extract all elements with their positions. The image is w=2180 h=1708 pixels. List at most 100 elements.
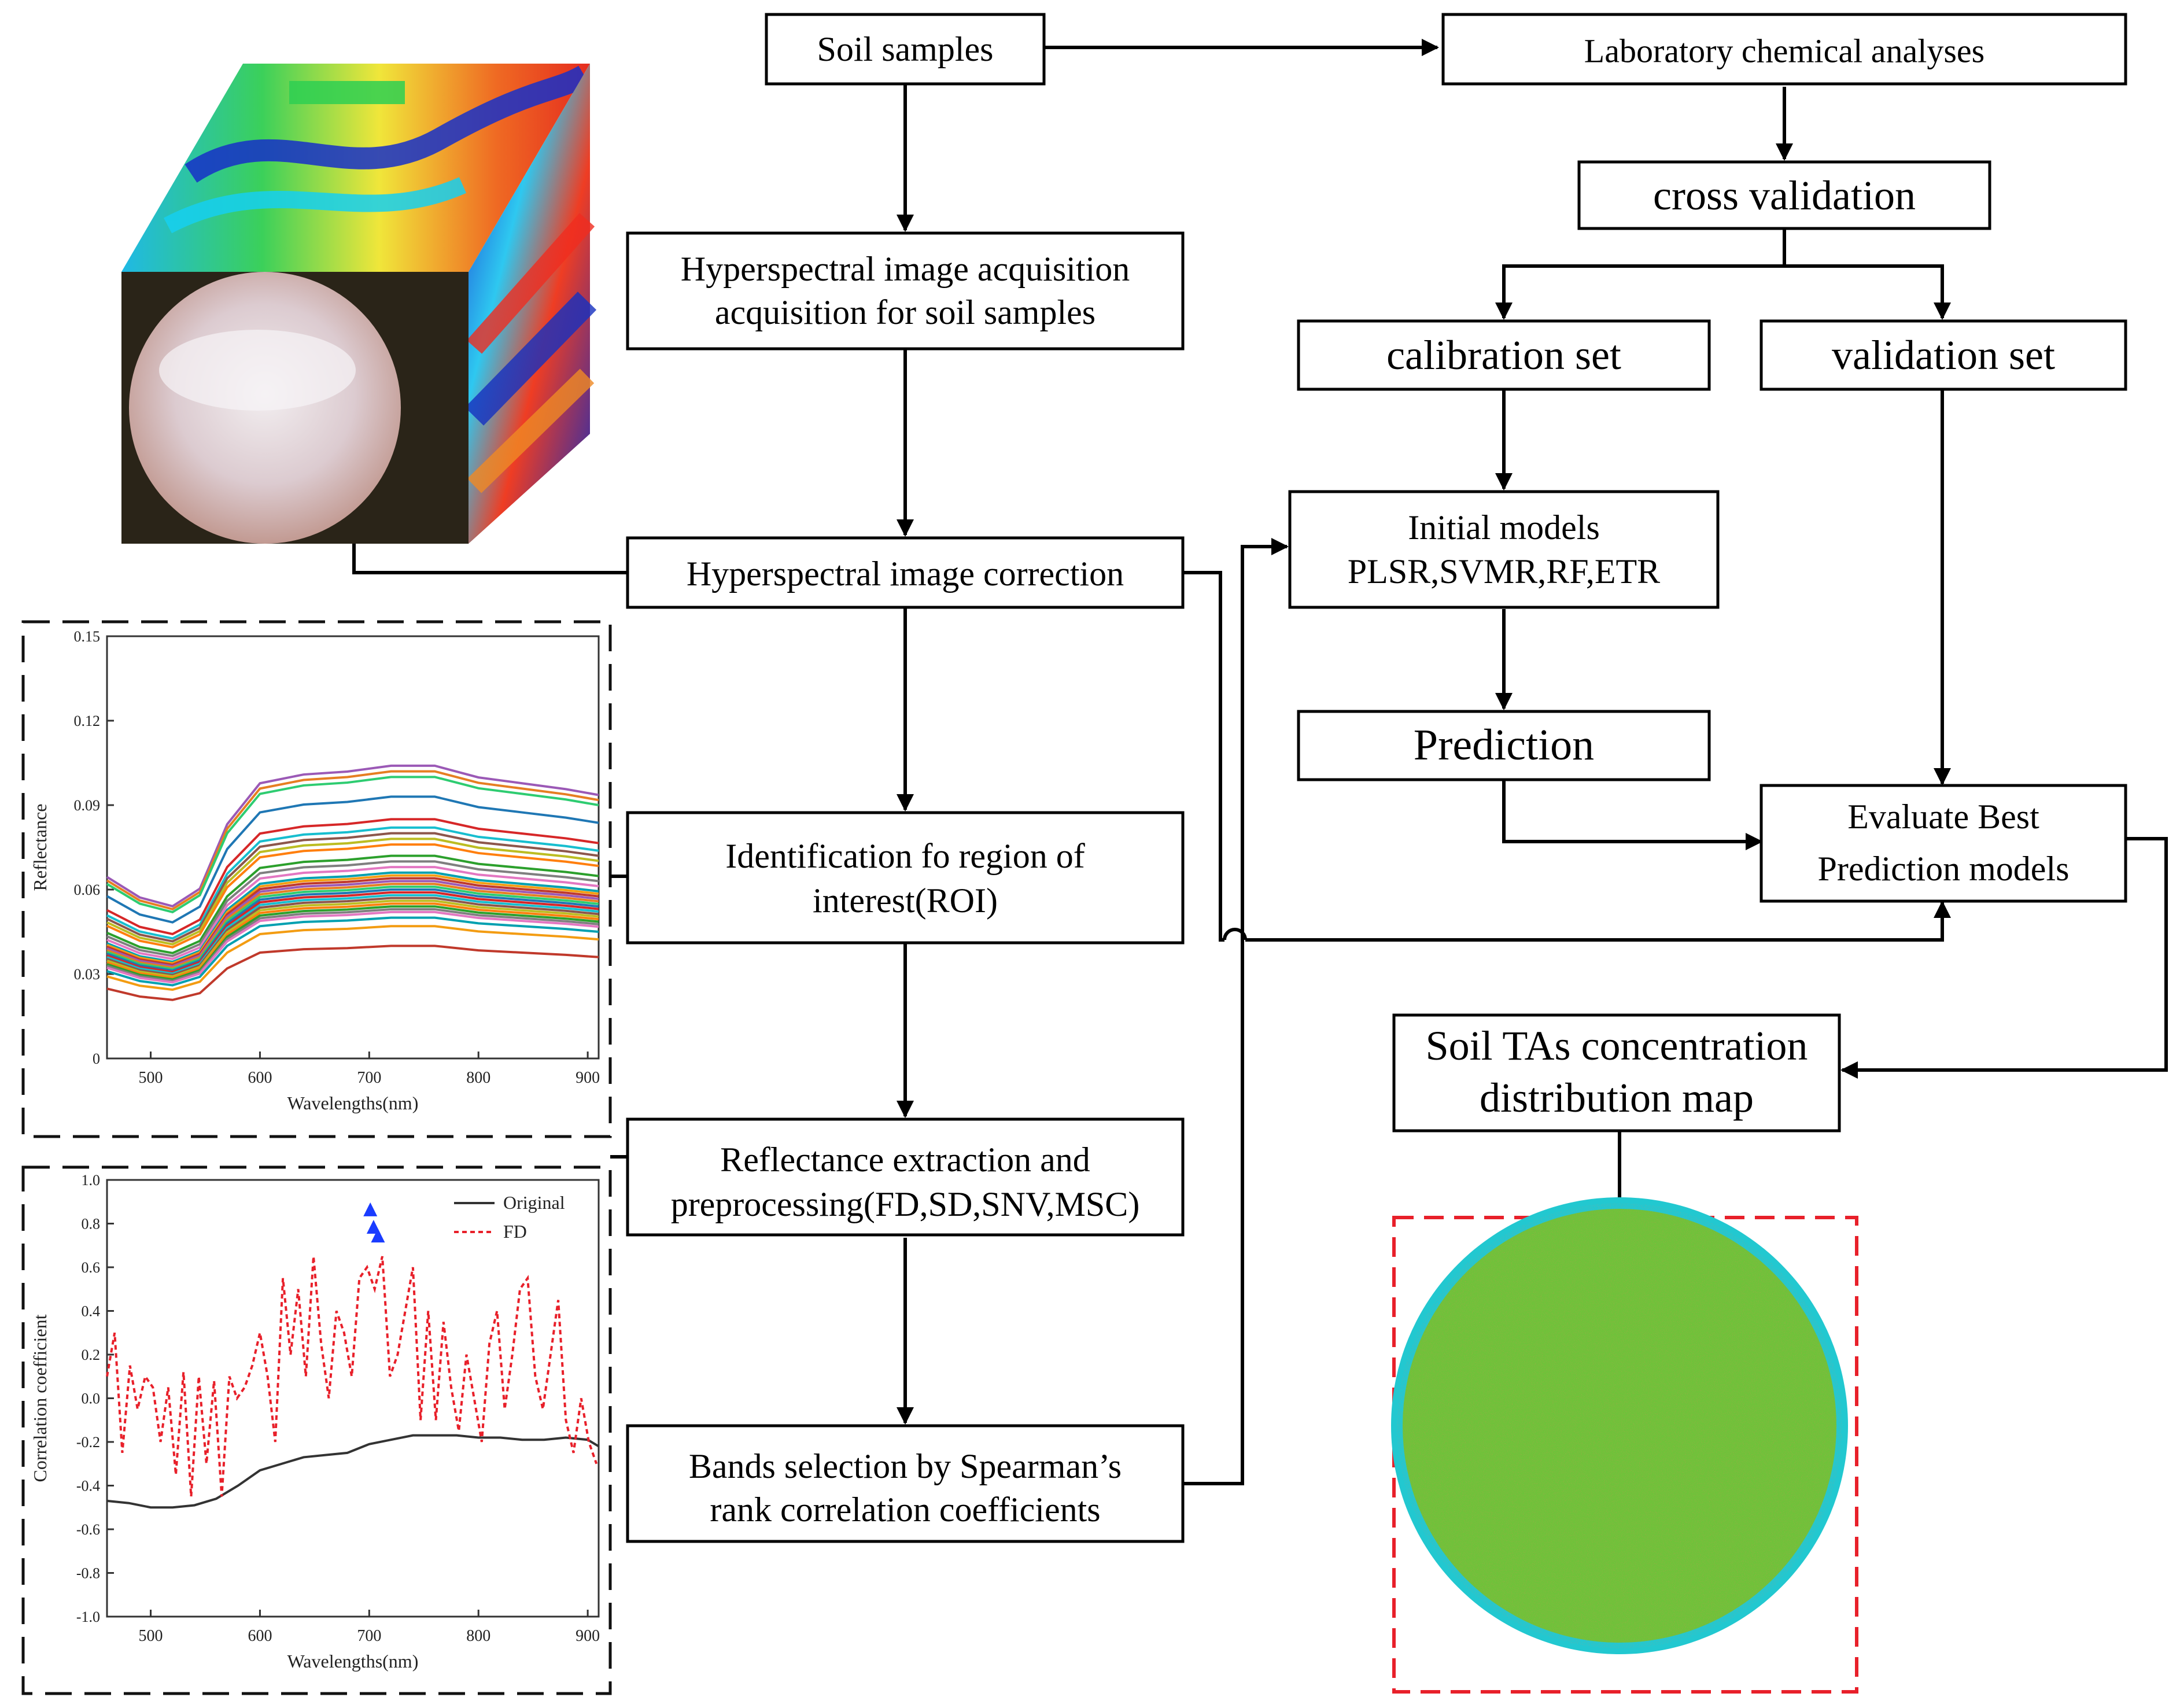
y-tick-label: 0 (93, 1050, 100, 1067)
y-tick-label: 0.4 (82, 1303, 101, 1320)
reflectance-line2: preprocessing(FD,SD,SNV,MSC) (671, 1185, 1140, 1223)
line-cube-to-correction (352, 544, 628, 574)
reflectance-series-line (106, 899, 599, 978)
x-tick-label: 600 (248, 1069, 272, 1087)
prediction-label: Prediction (1414, 721, 1594, 769)
validation-set-label: validation set (1832, 332, 2055, 378)
reflectance-series-line (106, 897, 599, 976)
x-tick-label: 500 (139, 1069, 163, 1087)
map-title-line2: distribution map (1480, 1075, 1754, 1121)
reflectance-series-line (106, 795, 599, 924)
reflectance-series-line (106, 883, 599, 969)
calibration-set-label: calibration set (1386, 332, 1621, 378)
cross-validation-box (1577, 160, 1991, 230)
legend-label: Original (503, 1192, 565, 1213)
bands-line2: rank correlation coefficients (710, 1491, 1100, 1529)
initial-models-line1: Initial models (1408, 508, 1600, 547)
arrow-bands-to-initial (1183, 538, 1289, 1485)
cross-validation-label: cross validation (1653, 172, 1916, 219)
y-tick-label: -0.8 (76, 1565, 100, 1582)
y-tick-label: 0.0 (82, 1390, 101, 1407)
reflectance-series-line (106, 945, 599, 1001)
hsi-correction-label: Hyperspectral image correction (687, 555, 1124, 593)
evaluate-line2: Prediction models (1818, 850, 2070, 888)
prediction-box (1297, 710, 1711, 781)
soil-samples-box (765, 13, 1046, 86)
reflectance-series-line (106, 764, 599, 908)
selected-band-marker (366, 1220, 381, 1234)
reflectance-series-line (106, 866, 599, 960)
y-tick-label: 0.8 (82, 1216, 101, 1233)
bands-box (626, 1424, 1185, 1543)
hsi-acquisition-line2: acquisition for soil samples (715, 293, 1095, 331)
y-tick-label: 0.2 (82, 1347, 101, 1363)
reflectance-series-line (106, 905, 599, 981)
y-axis-label: Reflectance (29, 804, 50, 891)
reflectance-series-line (106, 826, 599, 940)
reflectance-line1: Reflectance extraction and (720, 1141, 1090, 1179)
y-tick-label: -0.6 (76, 1521, 100, 1538)
hsi-acquisition-box (626, 231, 1185, 351)
initial-models-box (1288, 490, 1720, 609)
y-tick-label: -1.0 (76, 1609, 100, 1625)
y-tick-label: 0.03 (74, 966, 101, 983)
initial-models-line2: PLSR,SVMR,RF,ETR (1348, 552, 1660, 591)
fd-series-line (106, 1256, 598, 1497)
lab-analyses-label: Laboratory chemical analyses (1584, 32, 1984, 70)
x-tick-label: 500 (139, 1627, 163, 1645)
y-tick-label: -0.4 (76, 1478, 100, 1495)
map-title-box (1392, 1013, 1841, 1132)
plot-area (106, 635, 600, 1060)
reflectance-series-line (106, 860, 599, 957)
reflectance-series-line (106, 886, 599, 971)
reflectance-series-line (106, 908, 599, 982)
reflectance-series-line (106, 843, 599, 949)
y-tick-label: 0.15 (74, 628, 101, 645)
legend-label: FD (503, 1221, 527, 1242)
reflectance-series-line (106, 854, 599, 954)
reflectance-series-line (106, 832, 599, 943)
correlation-chart: 500 600 700 800 900 -1.0 -0.8 -0.6 -0.4 -0.2 0.0 0.… (29, 1172, 600, 1672)
reflectance-series-line (106, 877, 599, 966)
reflectance-panel-frame (21, 620, 612, 1138)
selected-band-marker (363, 1202, 378, 1216)
correlation-panel-frame (21, 1165, 612, 1695)
original-series-line (106, 1434, 600, 1509)
reflectance-series-line (106, 925, 599, 991)
reflectance-series-line (106, 818, 599, 936)
x-tick-label: 700 (357, 1627, 381, 1645)
reflectance-series-line (106, 894, 599, 975)
reflectance-series-line (106, 880, 599, 968)
roi-box (626, 811, 1185, 945)
reflectance-series-line (106, 888, 599, 972)
arrow-evaluate-to-map (1840, 837, 2168, 1079)
y-tick-label: 0.09 (74, 797, 101, 814)
arrow-cv-to-validation (1784, 264, 1951, 320)
arrow-correction-to-evaluate (1245, 901, 1951, 942)
reflectance-box (626, 1117, 1185, 1237)
soil-samples-label: Soil samples (817, 30, 993, 68)
y-tick-label: -0.2 (76, 1434, 100, 1451)
x-tick-label: 700 (357, 1069, 381, 1087)
roi-line2: interest(ROI) (813, 881, 998, 920)
reflectance-series-line (106, 902, 599, 979)
x-tick-label: 600 (248, 1627, 272, 1645)
y-tick-label: 0.06 (74, 881, 101, 898)
concentration-map (1391, 1197, 1858, 1694)
y-tick-label: 1.0 (82, 1172, 101, 1189)
selected-band-marker (371, 1229, 385, 1243)
y-tick-label: 0.12 (74, 713, 101, 729)
reflectance-chart: 500 600 700 800 900 0 0.03 0.06 0.09 0.12 0.15 Wave… (29, 628, 600, 1113)
map-title-line1: Soil TAs concentration (1426, 1023, 1808, 1069)
y-tick-label: 0.6 (82, 1259, 101, 1276)
x-axis-label: Wavelengths(nm) (287, 1651, 419, 1672)
map-texture (1397, 1203, 1842, 1648)
reflectance-series-line (106, 916, 599, 987)
roi-line1: Identification fo region of (725, 837, 1085, 875)
reflectance-series-line (106, 910, 599, 984)
reflectance-series-line (106, 770, 599, 911)
validation-set-box (1760, 319, 2127, 391)
evaluate-line1: Evaluate Best (1847, 798, 2039, 836)
reflectance-series-line (106, 776, 599, 914)
